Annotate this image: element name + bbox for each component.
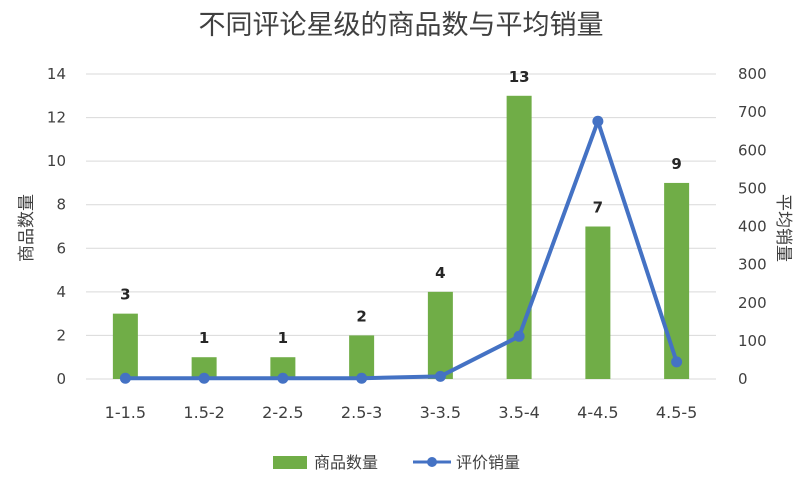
line-point — [671, 356, 683, 368]
left-tick-label: 10 — [47, 152, 66, 170]
right-tick-label: 600 — [738, 141, 767, 159]
right-tick-label: 800 — [738, 65, 767, 83]
legend-swatch-marker — [427, 457, 437, 467]
line-point — [434, 370, 446, 382]
left-tick-label: 6 — [56, 239, 66, 257]
x-tick-label: 3-3.5 — [420, 403, 461, 422]
right-tick-label: 0 — [738, 370, 748, 388]
right-tick-label: 200 — [738, 294, 767, 312]
right-tick-label: 700 — [738, 103, 767, 121]
left-tick-label: 8 — [56, 196, 66, 214]
legend-label-line: 评价销量 — [456, 453, 520, 472]
line-point — [198, 372, 210, 384]
x-tick-label: 2.5-3 — [341, 403, 382, 422]
chart-title: 不同评论星级的商品数与平均销量 — [199, 10, 604, 41]
bar-data-label: 3 — [120, 286, 130, 304]
line-point — [513, 330, 525, 342]
left-tick-label: 12 — [47, 109, 66, 127]
bar-data-label: 7 — [593, 199, 603, 217]
bar-data-label: 13 — [509, 68, 530, 86]
left-axis-label: 商品数量 — [17, 194, 37, 262]
x-tick-label: 1-1.5 — [105, 403, 146, 422]
line-point — [277, 372, 289, 384]
bar-data-label: 2 — [356, 307, 366, 325]
legend: 商品数量 评价销量 — [273, 453, 520, 472]
bar — [112, 313, 138, 379]
line-path — [125, 119, 679, 381]
bar — [349, 335, 375, 379]
line-series — [119, 115, 683, 384]
right-tick-label: 400 — [738, 218, 767, 236]
right-axis-label: 平均销量 — [773, 194, 793, 262]
gridlines — [86, 73, 716, 380]
x-axis-ticks: 1-1.5 1.5-2 2-2.5 2.5-3 3-3.5 3.5-4 4-4.5 4.5-5 — [105, 403, 698, 422]
bar — [270, 357, 296, 379]
line-point — [119, 372, 131, 384]
left-axis-ticks: 0 2 4 6 8 10 12 14 — [47, 65, 66, 388]
left-tick-label: 4 — [56, 283, 66, 301]
right-tick-label: 500 — [738, 179, 767, 197]
left-tick-label: 14 — [47, 65, 66, 83]
bar-series — [112, 95, 690, 380]
bar — [427, 291, 453, 379]
bar-data-label: 1 — [199, 329, 209, 347]
bar-data-label: 9 — [671, 155, 681, 173]
x-tick-label: 4.5-5 — [656, 403, 697, 422]
right-tick-label: 300 — [738, 256, 767, 274]
right-tick-label: 100 — [738, 332, 767, 350]
x-tick-label: 2-2.5 — [262, 403, 303, 422]
bar — [191, 357, 217, 379]
x-tick-label: 1.5-2 — [183, 403, 224, 422]
left-tick-label: 0 — [56, 370, 66, 388]
line-point — [592, 115, 604, 127]
legend-label-bar: 商品数量 — [314, 453, 378, 472]
right-axis-ticks: 0 100 200 300 400 500 600 700 800 — [738, 65, 767, 388]
bar-data-label: 1 — [278, 329, 288, 347]
line-point — [356, 372, 368, 384]
x-tick-label: 4-4.5 — [577, 403, 618, 422]
legend-swatch-bar — [273, 456, 307, 469]
x-tick-label: 3.5-4 — [498, 403, 539, 422]
bar-data-label: 4 — [435, 264, 445, 282]
left-tick-label: 2 — [56, 326, 66, 344]
bar — [664, 182, 690, 379]
bar-data-labels: 3 1 1 2 4 13 7 9 — [120, 68, 682, 347]
bar — [585, 226, 611, 379]
